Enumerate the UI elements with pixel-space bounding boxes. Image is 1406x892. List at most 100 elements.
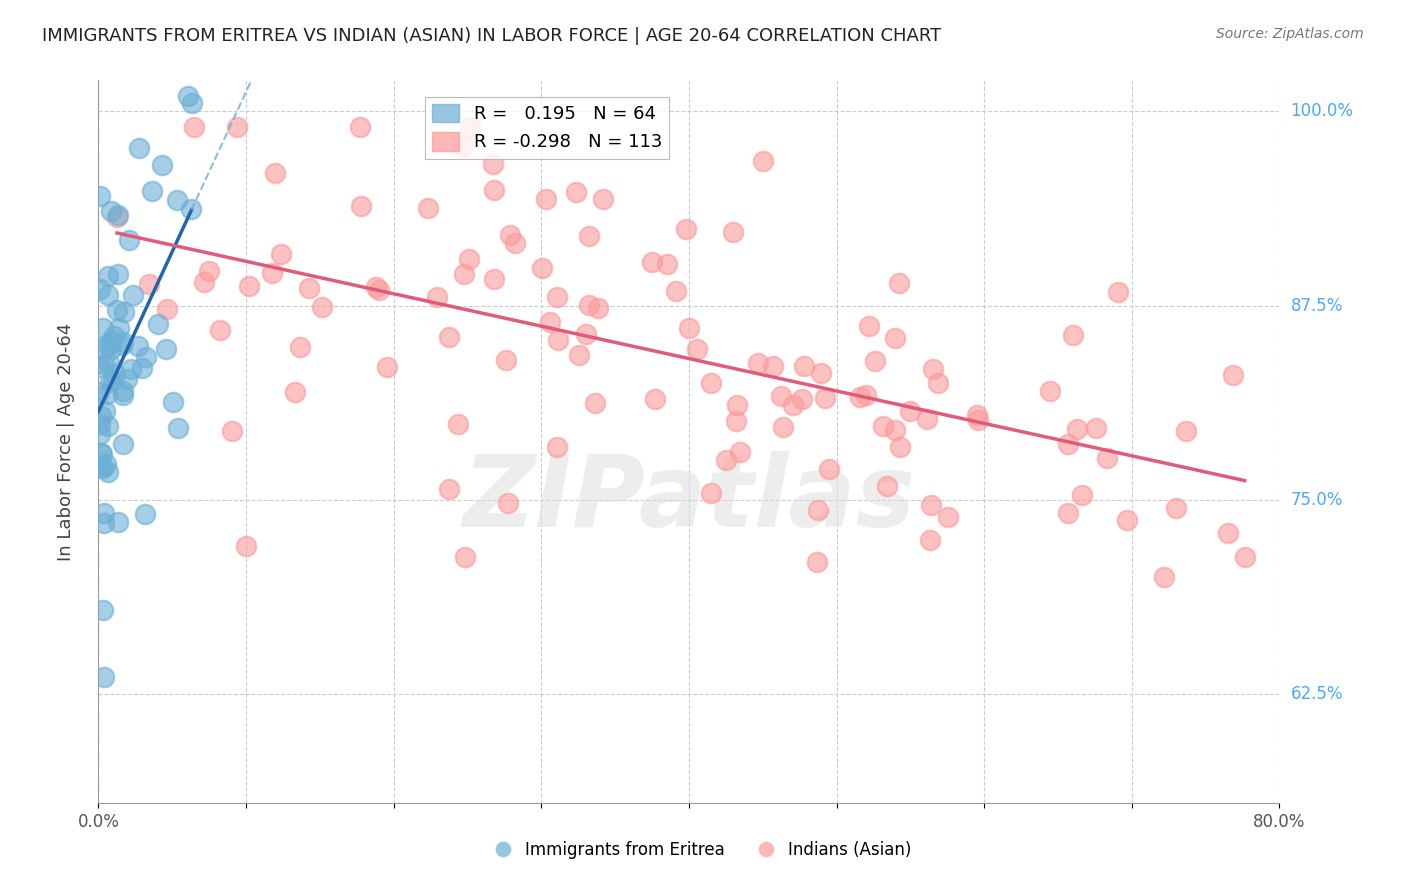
- Point: [108, 320, 131, 334]
- Point: [568, 348, 591, 362]
- Point: [111, 388, 134, 402]
- Point: [872, 419, 894, 434]
- Point: [700, 485, 723, 500]
- Point: [118, 233, 141, 247]
- Point: [782, 398, 804, 412]
- Point: [97, 268, 120, 283]
- Point: [818, 462, 841, 476]
- Point: [100, 204, 122, 219]
- Text: Source: ZipAtlas.com: Source: ZipAtlas.com: [1216, 27, 1364, 41]
- Point: [93, 516, 115, 530]
- Point: [496, 496, 519, 510]
- Point: [127, 339, 149, 353]
- Point: [1116, 513, 1139, 527]
- Point: [889, 440, 911, 454]
- Point: [97, 418, 120, 433]
- Point: [772, 420, 794, 434]
- Point: [1222, 368, 1244, 382]
- Text: 100.0%: 100.0%: [1291, 103, 1354, 120]
- Point: [193, 275, 215, 289]
- Point: [177, 88, 200, 103]
- Point: [583, 396, 606, 410]
- Point: [120, 362, 142, 376]
- Point: [270, 247, 292, 261]
- Point: [920, 498, 942, 512]
- Point: [284, 384, 307, 399]
- Point: [1062, 328, 1084, 343]
- Point: [966, 413, 988, 427]
- Point: [112, 305, 135, 319]
- Point: [770, 388, 793, 402]
- Point: [89, 384, 111, 399]
- Point: [898, 404, 921, 418]
- Point: [865, 353, 887, 368]
- Point: [578, 298, 600, 312]
- Point: [93, 341, 115, 355]
- Point: [889, 276, 911, 290]
- Point: [112, 334, 135, 349]
- Point: [762, 359, 785, 373]
- Point: [97, 338, 120, 352]
- Point: [91, 461, 114, 475]
- Point: [97, 356, 120, 370]
- Point: [451, 139, 474, 153]
- Point: [98, 376, 121, 390]
- Point: [262, 266, 284, 280]
- Point: [814, 391, 837, 405]
- Point: [128, 141, 150, 155]
- Point: [141, 184, 163, 198]
- Point: [849, 390, 872, 404]
- Point: [678, 321, 700, 335]
- Point: [1056, 437, 1078, 451]
- Point: [122, 288, 145, 302]
- Point: [89, 426, 111, 441]
- Point: [1153, 570, 1175, 584]
- Point: [966, 409, 988, 423]
- Point: [155, 343, 177, 357]
- Point: [90, 409, 112, 424]
- Point: [810, 367, 832, 381]
- Point: [1216, 526, 1239, 541]
- Point: [1095, 451, 1118, 466]
- Point: [90, 446, 112, 460]
- Point: [1107, 285, 1129, 299]
- Point: [495, 353, 517, 368]
- Point: [565, 185, 588, 199]
- Point: [235, 540, 257, 554]
- Point: [546, 290, 568, 304]
- Point: [311, 300, 333, 314]
- Point: [375, 359, 398, 374]
- Point: [197, 264, 219, 278]
- Point: [437, 482, 460, 496]
- Point: [91, 458, 114, 473]
- Point: [724, 414, 747, 428]
- Point: [655, 257, 678, 271]
- Text: IMMIGRANTS FROM ERITREA VS INDIAN (ASIAN) IN LABOR FORCE | AGE 20-64 CORRELATION: IMMIGRANTS FROM ERITREA VS INDIAN (ASIAN…: [42, 27, 942, 45]
- Point: [884, 423, 907, 437]
- Point: [93, 669, 115, 683]
- Point: [855, 388, 877, 402]
- Point: [1066, 422, 1088, 436]
- Point: [368, 283, 391, 297]
- Point: [97, 288, 120, 302]
- Point: [685, 342, 707, 356]
- Point: [138, 277, 160, 292]
- Point: [884, 331, 907, 345]
- Point: [91, 321, 114, 335]
- Point: [111, 337, 134, 351]
- Point: [927, 376, 949, 391]
- Point: [89, 189, 111, 203]
- Point: [665, 285, 688, 299]
- Point: [920, 533, 942, 547]
- Point: [752, 154, 775, 169]
- Point: [936, 509, 959, 524]
- Point: [1057, 506, 1080, 520]
- Point: [728, 444, 751, 458]
- Point: [89, 417, 111, 432]
- Point: [536, 192, 558, 206]
- Point: [482, 272, 505, 286]
- Point: [699, 376, 721, 390]
- Y-axis label: In Labor Force | Age 20-64: In Labor Force | Age 20-64: [56, 322, 75, 561]
- Point: [93, 603, 115, 617]
- Point: [439, 330, 461, 344]
